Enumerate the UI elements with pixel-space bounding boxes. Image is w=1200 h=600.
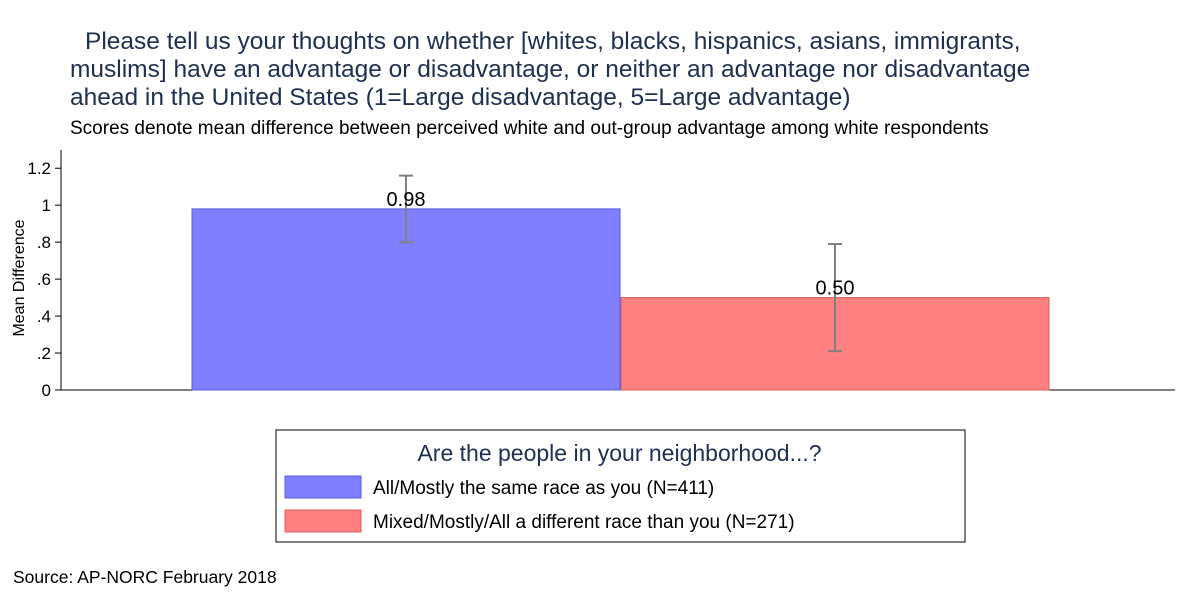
y-tick-label: .6 bbox=[37, 270, 51, 289]
legend-swatch-1 bbox=[284, 475, 362, 499]
y-tick-label: 0 bbox=[42, 381, 51, 400]
plot-area: Mean Difference 0 .2 .4 .6 .8 1 1.2 0.98 0.50 bbox=[11, 150, 1175, 400]
legend-label-1: All/Mostly the same race as you (N=411) bbox=[373, 478, 714, 499]
source-note: Source: AP-NORC February 2018 bbox=[13, 567, 277, 587]
legend: Are the people in your neighborhood...? A… bbox=[275, 429, 966, 543]
legend-swatch-2 bbox=[284, 509, 362, 533]
chart-title-line-1: Please tell us your thoughts on whether … bbox=[85, 28, 1021, 55]
bar-chart: Mean Difference 0 .2 .4 .6 .8 1 1.2 0.98 0.50 Are… bbox=[11, 150, 1175, 543]
y-tick-label: 1.2 bbox=[27, 159, 51, 178]
chart-title-line-2: muslims] have an advantage or disadvanta… bbox=[70, 56, 1031, 83]
chart-title-line-3: ahead in the United States (1=Large disa… bbox=[70, 84, 851, 111]
legend-title: Are the people in your neighborhood...? bbox=[417, 440, 821, 466]
y-tick-label: 1 bbox=[42, 196, 51, 215]
chart-subtitle: Scores denote mean difference between pe… bbox=[70, 118, 989, 139]
y-axis-label: Mean Difference bbox=[11, 219, 28, 336]
y-tick-label: .4 bbox=[37, 307, 51, 326]
y-tick-label: .2 bbox=[37, 344, 51, 363]
y-tick-label: .8 bbox=[37, 233, 51, 252]
legend-label-2: Mixed/Mostly/All a different race than y… bbox=[373, 512, 795, 533]
legend-box bbox=[275, 429, 966, 543]
data-label-2: 0.50 bbox=[816, 278, 855, 300]
data-label-1: 0.98 bbox=[387, 189, 426, 211]
